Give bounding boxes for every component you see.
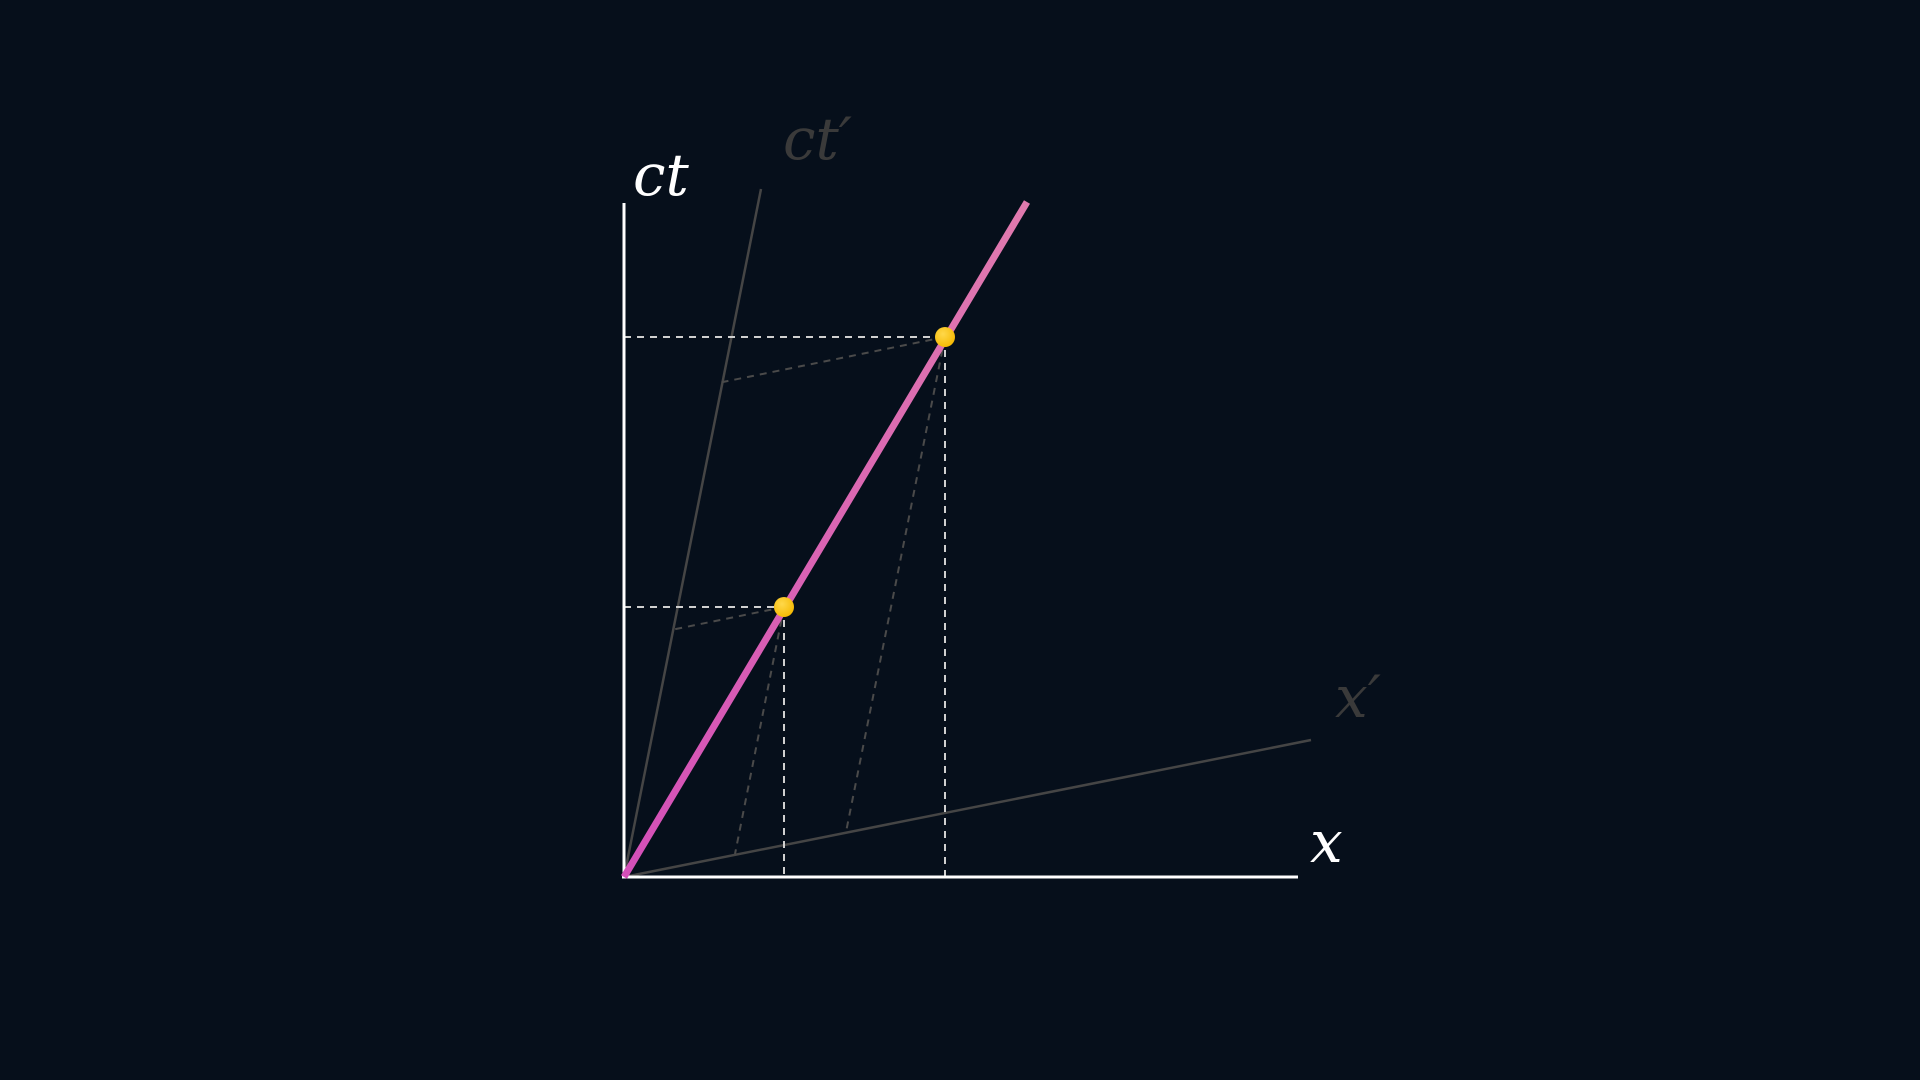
x-prime-axis xyxy=(623,738,1312,879)
worldline xyxy=(620,200,1031,879)
x-axis-label: x xyxy=(1310,808,1343,876)
ct-prime-axis-label: ct′ xyxy=(783,105,852,173)
event-1-x-prime-guide xyxy=(734,606,785,855)
event-2-x-prime-guide xyxy=(845,336,946,833)
lab-projection-guides xyxy=(624,336,946,877)
x-prime-axis-label: x′ xyxy=(1335,663,1381,731)
event-1-dot xyxy=(774,597,794,617)
primed-projection-guides xyxy=(670,336,946,855)
ct-prime-axis xyxy=(622,188,763,878)
event-2-ct-prime-guide xyxy=(717,336,946,384)
event-1-ct-prime-guide xyxy=(670,606,785,631)
ct-axis-label: ct xyxy=(633,141,689,209)
event-2-dot xyxy=(935,327,955,347)
